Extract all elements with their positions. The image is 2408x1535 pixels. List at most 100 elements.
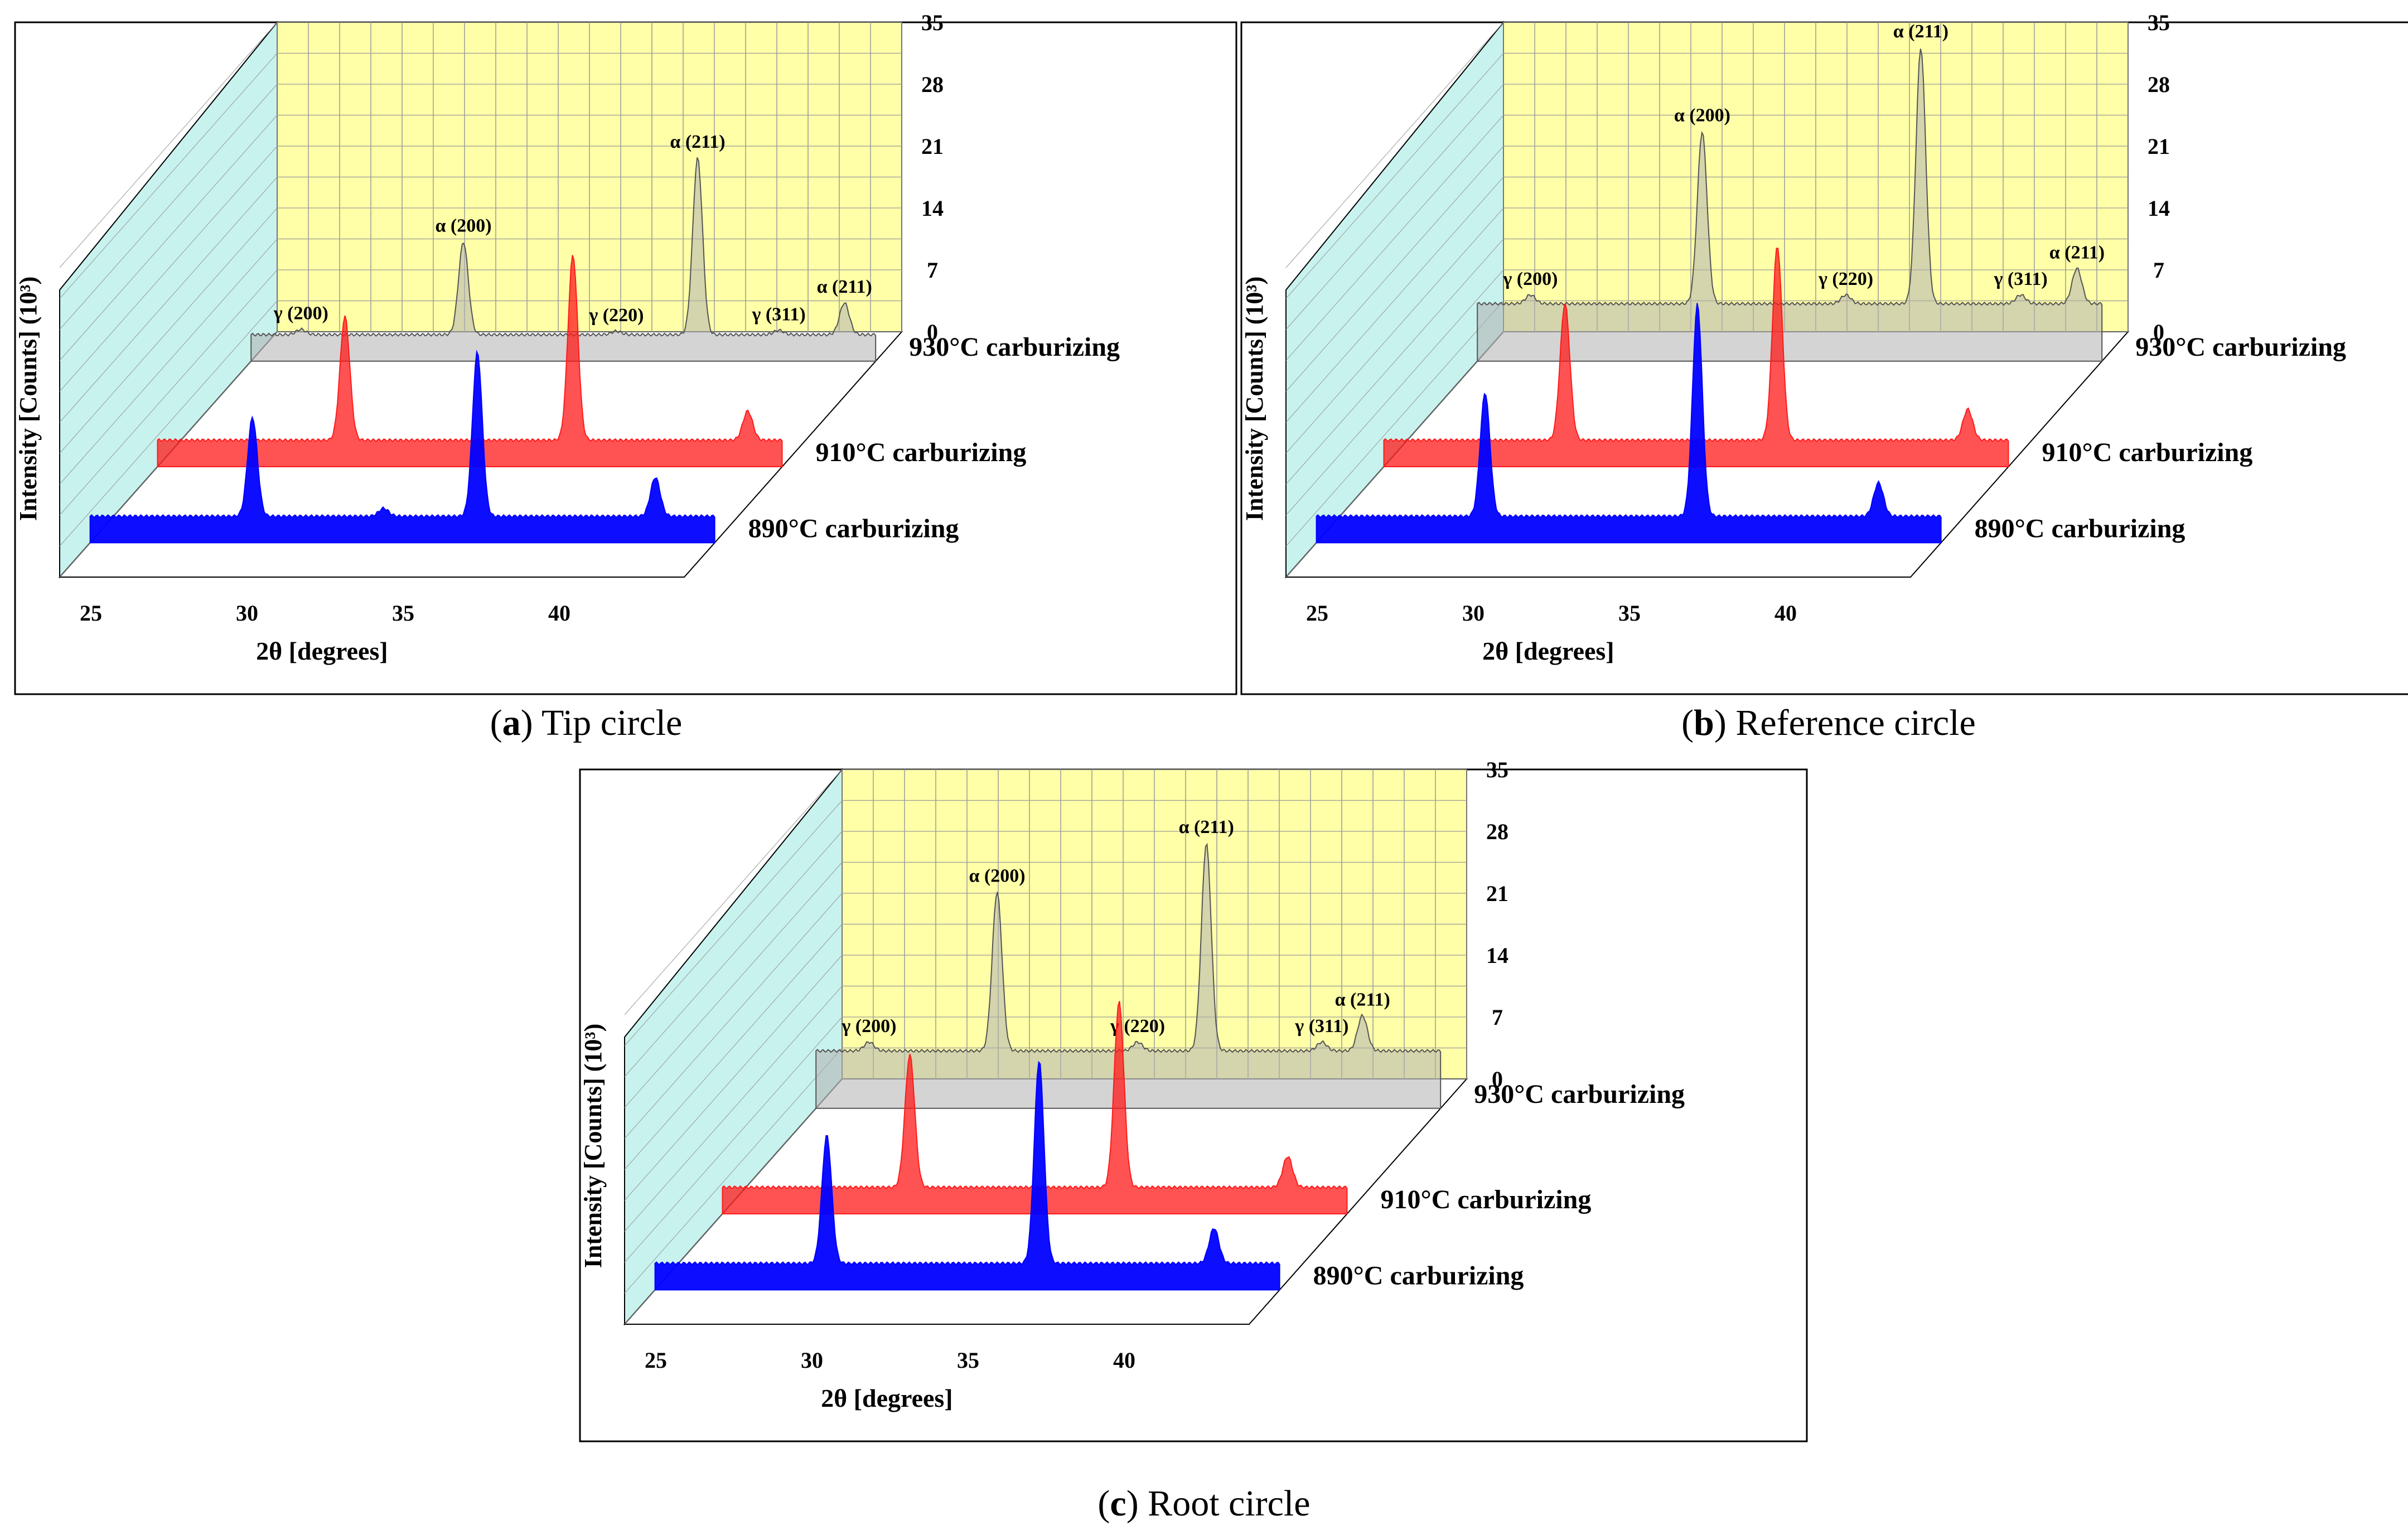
- y-tick-label: 0: [1492, 1067, 1503, 1092]
- y-tick-label: 7: [1492, 1005, 1503, 1030]
- y-tick-label: 14: [1486, 943, 1508, 968]
- peak-label: γ (220): [588, 305, 644, 326]
- caption-a: (a) Tip circle: [490, 703, 683, 743]
- series-label: 910°C carburizing: [2042, 438, 2253, 467]
- svg-text:(c) Root circle: (c) Root circle: [1097, 1483, 1310, 1524]
- peak-label: γ (311): [752, 304, 806, 325]
- y-tick-label: 28: [2148, 72, 2170, 97]
- side-grid-line: [1285, 146, 1504, 392]
- spectrum-area: [89, 350, 715, 544]
- x-tick-label: 35: [957, 1348, 979, 1373]
- spectrum-area: [1316, 303, 1942, 544]
- side-grid-line: [59, 301, 278, 546]
- series-label: 890°C carburizing: [1975, 514, 2185, 543]
- panel-reference-circle: 0 7 14 21 28 35 25 30 35 40 2θ [degrees] Intensity …: [1240, 10, 2408, 695]
- side-grid-line: [624, 893, 843, 1139]
- side-grid-line: [624, 831, 843, 1077]
- side-grid-line: [1285, 22, 1504, 268]
- y-tick-label: 7: [2153, 258, 2164, 283]
- x-tick-label: 40: [1774, 601, 1797, 626]
- side-grid-line: [624, 1016, 843, 1263]
- y-tick-label: 28: [921, 72, 944, 97]
- side-grid-line: [1285, 207, 1504, 454]
- y-axis-title: Intensity [Counts] (10³): [14, 277, 42, 521]
- series-910-c-carburizing: 910°C carburizing: [157, 255, 1027, 467]
- peak-label: α (200): [969, 865, 1025, 886]
- peak-label: γ (220): [1818, 269, 1873, 289]
- x-axis-title: 2θ [degrees]: [821, 1384, 952, 1412]
- spectrum-area: [654, 1061, 1280, 1291]
- side-grid-line: [1285, 269, 1504, 516]
- series-label: 930°C carburizing: [2135, 332, 2346, 362]
- spectrum-area: [1477, 49, 2103, 362]
- side-grid-line: [59, 177, 278, 423]
- x-tick-label: 25: [1306, 601, 1328, 626]
- peak-label: α (200): [435, 216, 491, 236]
- y-axis-title: Intensity [Counts] (10³): [1241, 277, 1268, 521]
- series-930-c-carburizing: γ (200)α (200)γ (220)α (211)γ (311)α (21…: [815, 817, 1685, 1109]
- x-tick-label: 30: [1462, 601, 1485, 626]
- side-grid-line: [624, 986, 843, 1232]
- caption-c: (c) Root circle: [1097, 1483, 1310, 1524]
- side-grid-line: [1285, 301, 1504, 546]
- side-grid-line: [624, 800, 843, 1046]
- side-grid-line: [59, 269, 278, 516]
- series-label: 890°C carburizing: [748, 514, 959, 543]
- side-grid-line: [1285, 177, 1504, 423]
- series-label: 910°C carburizing: [1381, 1185, 1592, 1214]
- peak-label: γ (311): [1994, 269, 2048, 289]
- caption-c-text: Root circle: [1148, 1483, 1310, 1524]
- spectrum-area: [157, 255, 783, 467]
- series-label: 910°C carburizing: [816, 438, 1027, 467]
- x-tick-label: 40: [548, 601, 570, 626]
- side-grid-line: [624, 924, 843, 1170]
- caption-b: (b) Reference circle: [1681, 703, 1976, 743]
- side-grid-line: [59, 22, 278, 268]
- peak-label: α (211): [1335, 989, 1390, 1010]
- y-tick-label: 7: [927, 258, 938, 283]
- peak-label: γ (200): [841, 1016, 896, 1037]
- y-tick-label: 21: [2148, 134, 2170, 159]
- peak-label: α (211): [817, 277, 872, 297]
- panel-tip-circle: 0 7 14 21 28 35 25 30 35 40 2θ [degrees] Intensity …: [14, 10, 1237, 695]
- x-tick-label: 40: [1113, 1348, 1135, 1373]
- caption-a-text: Tip circle: [541, 703, 682, 743]
- series-930-c-carburizing: γ (200)α (200)γ (220)α (211)γ (311)α (21…: [250, 132, 1120, 362]
- peak-label: α (211): [1179, 817, 1234, 837]
- svg-text:(b) Reference circle: (b) Reference circle: [1681, 703, 1976, 743]
- side-grid-line: [59, 146, 278, 392]
- y-tick-label: 21: [921, 134, 944, 159]
- spectrum-area: [250, 157, 877, 362]
- side-grid-line: [59, 207, 278, 454]
- y-tick-label: 14: [921, 196, 944, 221]
- series-label: 890°C carburizing: [1313, 1261, 1524, 1290]
- series-890-c-carburizing: 890°C carburizing: [1316, 303, 2185, 544]
- caption-b-letter: b: [1694, 703, 1714, 743]
- caption-a-letter: a: [502, 703, 521, 743]
- peak-label: γ (200): [1502, 269, 1558, 289]
- side-grid-line: [1285, 53, 1504, 299]
- series-890-c-carburizing: 890°C carburizing: [89, 350, 959, 544]
- y-tick-label: 21: [1486, 881, 1508, 906]
- y-tick-label: 0: [2153, 319, 2164, 345]
- side-grid-line: [59, 53, 278, 299]
- x-axis-title: 2θ [degrees]: [256, 637, 388, 665]
- series-label: 930°C carburizing: [1474, 1079, 1685, 1109]
- spectrum-area: [815, 842, 1442, 1109]
- x-tick-label: 30: [236, 601, 258, 626]
- x-axis-title: 2θ [degrees]: [1482, 637, 1614, 665]
- x-tick-label: 30: [801, 1348, 823, 1373]
- side-grid-line: [59, 115, 278, 361]
- side-grid-line: [624, 769, 843, 1015]
- side-grid-line: [1285, 84, 1504, 330]
- peak-label: γ (311): [1294, 1016, 1348, 1037]
- caption-b-text: Reference circle: [1735, 703, 1975, 743]
- y-tick-label: 28: [1486, 819, 1508, 844]
- y-axis-title: Intensity [Counts] (10³): [579, 1024, 607, 1268]
- peak-label: α (211): [1893, 21, 1948, 42]
- peak-label: α (200): [1674, 105, 1730, 126]
- x-tick-label: 25: [80, 601, 102, 626]
- side-grid-line: [1285, 239, 1504, 485]
- peak-label: α (211): [2049, 242, 2105, 263]
- side-grid-line: [624, 955, 843, 1201]
